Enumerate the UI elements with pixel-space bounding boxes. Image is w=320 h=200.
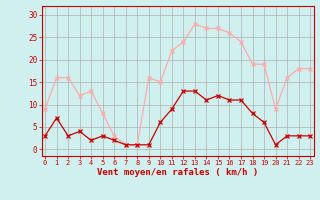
- X-axis label: Vent moyen/en rafales ( km/h ): Vent moyen/en rafales ( km/h ): [97, 168, 258, 177]
